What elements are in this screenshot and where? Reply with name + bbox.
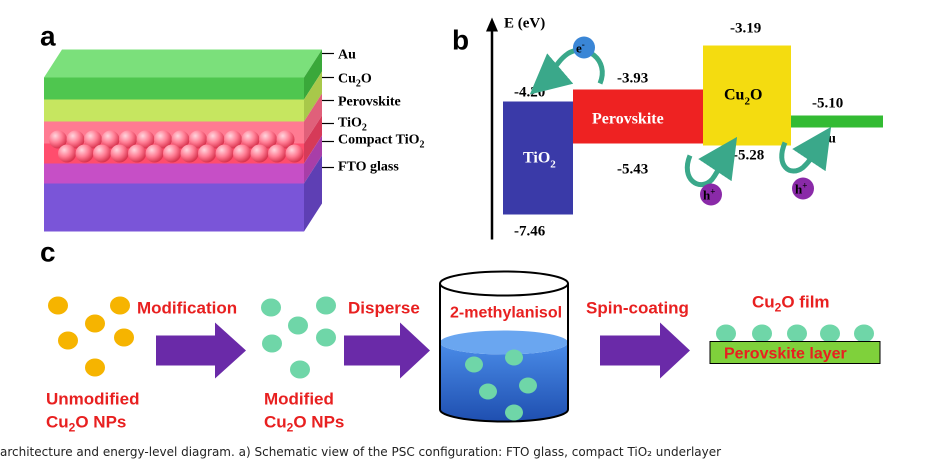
- tio2-nanoparticle: [110, 144, 129, 163]
- energy-levels: TiO2 -4.20 -7.46 Perovskite -3.93 -5.43 …: [503, 21, 883, 240]
- layer-au: [44, 77, 304, 100]
- cu2o-label: Cu2O: [724, 87, 762, 108]
- side-perovskite: [304, 93, 322, 144]
- tio2-nanoparticle: [66, 130, 85, 149]
- layer-compact-tio2: [44, 163, 304, 184]
- perovskite-label: Perovskite: [592, 111, 664, 128]
- tio2-nanoparticle: [171, 130, 190, 149]
- label-au: Au: [338, 48, 356, 63]
- panel-label-c: c: [40, 237, 56, 268]
- label-fto-glass: FTO glass: [338, 160, 399, 175]
- tio2-nanoparticle: [119, 130, 137, 149]
- tio2-nanoparticle: [233, 144, 251, 163]
- beaker-rim: [439, 270, 569, 297]
- svg-text:e-: e-: [576, 40, 585, 56]
- label-perovskite: Perovskite: [338, 95, 401, 110]
- axis-label-energy: E (eV): [504, 16, 545, 32]
- beaker-walls: [439, 283, 569, 423]
- electron-arrow: [529, 47, 605, 95]
- tio2-nanoparticle: [163, 144, 181, 163]
- layer-fto: [44, 183, 304, 232]
- tio2-top-value: -4.20: [514, 85, 545, 101]
- hole-badge-1: h+: [700, 183, 722, 206]
- tio2-nanoparticle: [215, 144, 234, 163]
- unmodified-nanoparticles: [48, 296, 134, 377]
- energy-axis: E (eV): [486, 16, 545, 240]
- hole-badge-2: h+: [792, 177, 814, 200]
- substrate-label: Perovskite layer: [724, 346, 847, 363]
- cu2o-block: [703, 45, 791, 146]
- electron-badge: e-: [573, 36, 595, 59]
- step-disperse-label: Disperse: [348, 299, 420, 318]
- panel-label-b: b: [452, 25, 469, 56]
- au-bar: [791, 115, 883, 128]
- tio2-nanoparticle: [198, 144, 216, 163]
- tio2-nanoparticle: [268, 144, 286, 163]
- perovskite-bottom-value: -5.43: [617, 162, 648, 178]
- tio2-nanoparticle: [285, 144, 304, 163]
- tio2-nanoparticles: [49, 130, 304, 163]
- side-fto: [304, 155, 322, 232]
- tio2-label: TiO2: [523, 150, 556, 171]
- tio2-nanoparticle: [128, 144, 146, 163]
- tio2-nanoparticle: [84, 130, 102, 149]
- tio2-nanoparticle: [250, 144, 269, 163]
- perovskite-top-value: -3.93: [617, 71, 648, 87]
- side-cu2o: [304, 71, 322, 122]
- tio2-bottom-value: -7.46: [514, 224, 546, 240]
- tio2-nanoparticle: [241, 130, 260, 149]
- panel-label-a: a: [40, 21, 56, 52]
- cu2o-bottom-value: -5.28: [733, 148, 764, 164]
- hole-arrow-2: [779, 126, 832, 174]
- arrow-modification: [156, 322, 246, 379]
- arrow-spin-coating: [600, 322, 690, 379]
- film-label: Cu2O film: [752, 293, 830, 315]
- charge-transfer: [529, 47, 832, 187]
- tio2-nanoparticle: [206, 130, 225, 149]
- svg-text:h+: h+: [795, 181, 807, 197]
- au-value: -5.10: [812, 96, 843, 112]
- modified-label: Modified Cu2O NPs: [264, 390, 344, 435]
- modified-nanoparticles: [261, 296, 336, 379]
- tio2-nanoparticle: [58, 144, 76, 163]
- dispersed-nanoparticles: [465, 349, 537, 421]
- film-nanoparticles: [716, 324, 874, 343]
- device-stack: [44, 49, 322, 232]
- cu2o-top-value: -3.19: [730, 21, 761, 37]
- side-compact: [304, 135, 322, 184]
- layer-labels: Au Cu2O Perovskite TiO2 Compact TiO2 FTO…: [322, 48, 425, 175]
- tio2-nanoparticle: [276, 130, 295, 149]
- tio2-nanoparticle: [136, 130, 155, 149]
- tio2-nanoparticle: [145, 144, 164, 163]
- perovskite-substrate: [709, 341, 881, 364]
- perovskite-block: [573, 89, 703, 144]
- tio2-nanoparticle: [180, 144, 199, 163]
- tio2-block: [503, 101, 573, 215]
- label-compact-tio2: Compact TiO2: [338, 133, 425, 151]
- unmodified-label: Unmodified Cu2O NPs: [46, 390, 144, 435]
- svg-text:h+: h+: [703, 187, 715, 203]
- hole-arrow-1: [684, 136, 738, 187]
- tio2-nanoparticle: [93, 144, 111, 163]
- side-tio2: [304, 115, 322, 164]
- liquid-surface: [440, 330, 568, 355]
- tio2-nanoparticle: [49, 130, 67, 149]
- beaker: 2-methylanisol: [439, 270, 569, 423]
- step-modification-label: Modification: [137, 299, 237, 318]
- side-au: [304, 49, 322, 100]
- label-tio2: TiO2: [338, 116, 367, 134]
- tio2-nanoparticle: [75, 144, 94, 163]
- layer-cu2o: [44, 99, 304, 122]
- step-spin-coating-label: Spin-coating: [586, 299, 689, 318]
- figure-caption: architecture and energy-level diagram. a…: [0, 445, 722, 459]
- top-face-au: [44, 49, 322, 78]
- tio2-nanoparticle: [154, 130, 172, 149]
- arrow-disperse: [344, 322, 430, 379]
- tio2-nanoparticle: [189, 130, 207, 149]
- solvent-label: 2-methylanisol: [450, 305, 562, 322]
- tio2-nanoparticle: [101, 130, 120, 149]
- label-cu2o: Cu2O: [338, 72, 372, 90]
- tio2-nanoparticle: [224, 130, 242, 149]
- tio2-nanoparticle: [259, 130, 277, 149]
